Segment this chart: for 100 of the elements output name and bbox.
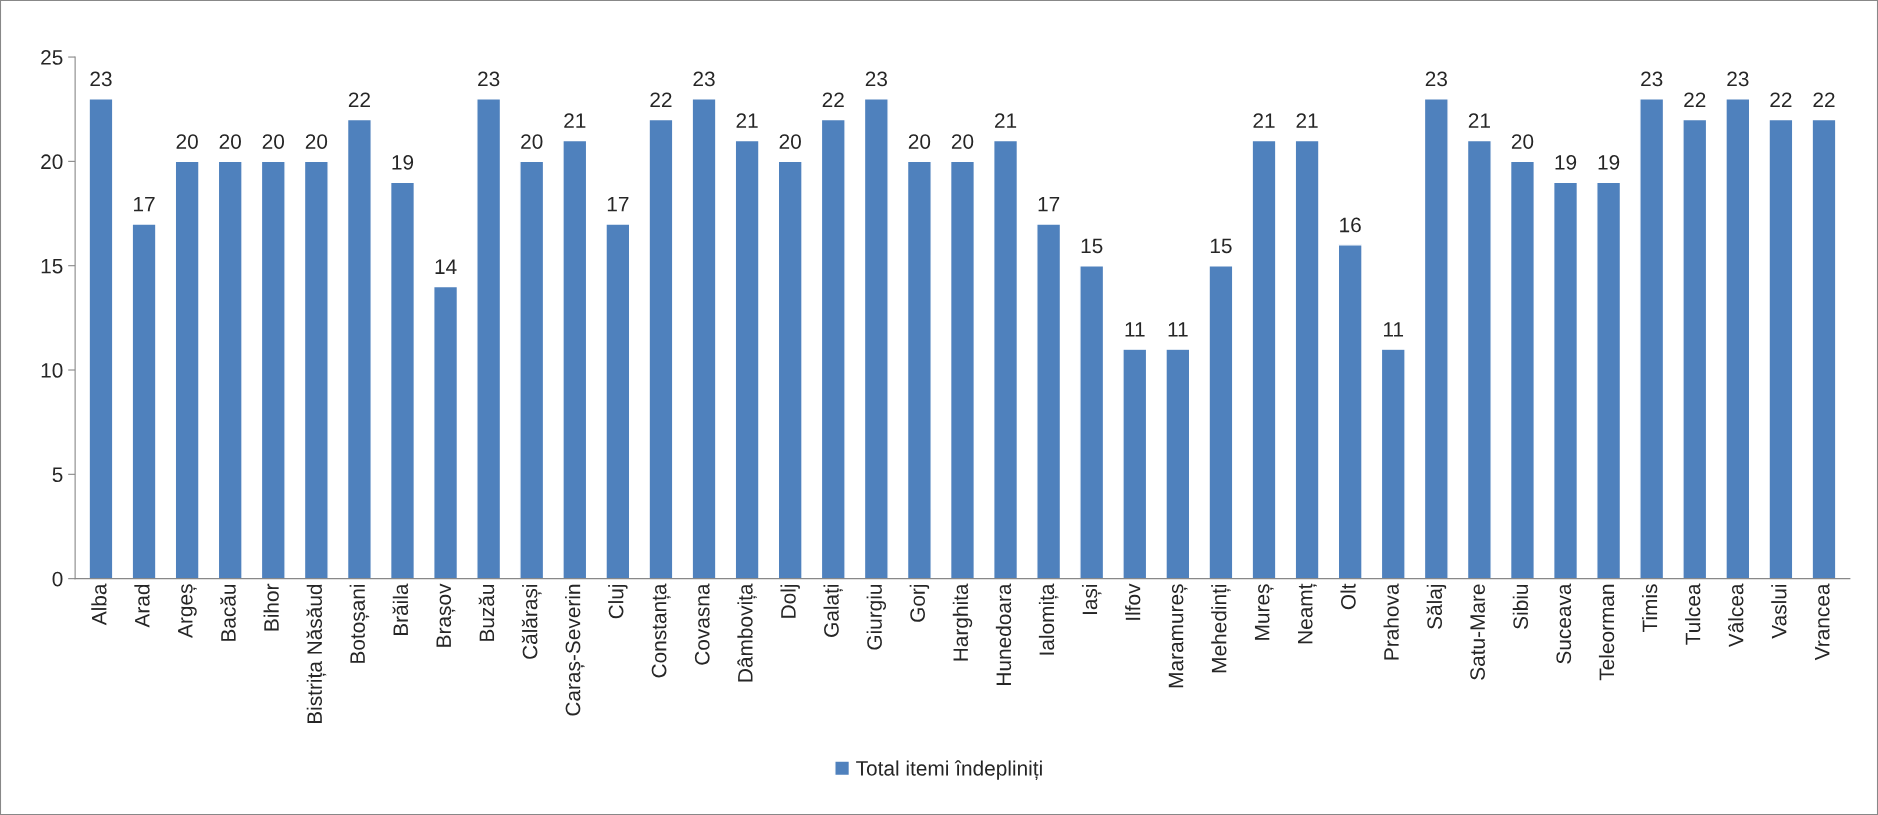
bar bbox=[217, 160, 243, 579]
bar bbox=[88, 98, 114, 579]
data-label: 11 bbox=[1125, 322, 1145, 337]
bar bbox=[433, 285, 459, 579]
legend-label: Total itemi îndepliniți bbox=[856, 760, 1042, 780]
x-tick-label: Hunedoara bbox=[995, 583, 1012, 685]
x-tick-label: Galați bbox=[823, 584, 843, 637]
bar bbox=[777, 160, 803, 579]
x-tick-label: Buzău bbox=[478, 584, 495, 641]
bar bbox=[691, 98, 717, 579]
x-tick-label: Prahova bbox=[1383, 583, 1399, 660]
bar bbox=[1466, 139, 1492, 579]
bar bbox=[949, 160, 976, 579]
bar bbox=[1337, 244, 1363, 579]
data-label: 21 bbox=[564, 113, 586, 128]
bar bbox=[1552, 181, 1579, 579]
data-label: 20 bbox=[521, 134, 543, 149]
data-label: 16 bbox=[1340, 217, 1361, 233]
data-label: 17 bbox=[134, 196, 155, 212]
data-label: 20 bbox=[176, 134, 198, 149]
x-tick-label: Caraș-Severin bbox=[565, 584, 585, 716]
x-tick-label: Bistrița Năsăud bbox=[306, 584, 327, 724]
bar bbox=[906, 160, 932, 579]
x-tick-label: Dâmbovița bbox=[737, 583, 757, 682]
bar bbox=[1251, 139, 1277, 579]
data-label: 22 bbox=[1770, 92, 1792, 107]
data-label: 21 bbox=[736, 113, 758, 128]
x-tick-label: Dolj bbox=[780, 584, 800, 618]
data-label: 20 bbox=[951, 134, 974, 149]
x-tick-label: Alba bbox=[91, 583, 107, 626]
x-tick-label: Mureș bbox=[1254, 584, 1274, 640]
bar bbox=[648, 118, 674, 579]
x-tick-label: Ialomița bbox=[1038, 583, 1059, 655]
y-tick-label: 0 bbox=[52, 571, 63, 587]
x-tick-label: Constanța bbox=[651, 583, 671, 678]
bar bbox=[131, 223, 157, 579]
data-label: 22 bbox=[348, 92, 370, 107]
bar bbox=[1725, 98, 1751, 579]
data-label: 20 bbox=[1511, 134, 1534, 149]
data-label: 22 bbox=[1684, 92, 1706, 107]
data-label: 23 bbox=[1727, 71, 1749, 87]
x-tick-label: Tulcea bbox=[1685, 583, 1701, 645]
data-label: 15 bbox=[1210, 238, 1232, 254]
y-tick-label: 15 bbox=[41, 258, 63, 274]
data-label: 20 bbox=[219, 134, 241, 149]
data-label: 19 bbox=[1555, 155, 1577, 170]
data-label: 20 bbox=[779, 134, 801, 149]
data-label: 22 bbox=[650, 92, 672, 107]
data-label: 11 bbox=[1168, 322, 1188, 337]
x-tick-label: Brașov bbox=[436, 583, 456, 647]
bar bbox=[734, 139, 760, 579]
data-label: 15 bbox=[1081, 238, 1103, 254]
x-tick-label: Sibiu bbox=[1512, 584, 1529, 629]
data-label: 19 bbox=[1598, 155, 1620, 170]
bar bbox=[1768, 118, 1794, 579]
bar bbox=[303, 160, 329, 579]
x-tick-label: Vrancea bbox=[1815, 583, 1830, 661]
x-tick-label: Harghita bbox=[952, 583, 973, 661]
data-label: 21 bbox=[1296, 113, 1318, 128]
x-tick-label: Iași bbox=[1081, 584, 1102, 615]
data-label: 20 bbox=[262, 134, 285, 149]
x-tick-label: Bihor bbox=[263, 583, 279, 631]
bar bbox=[389, 181, 416, 579]
x-tick-label: Olt bbox=[1340, 583, 1356, 610]
data-label: 22 bbox=[822, 92, 844, 107]
x-tick-label: Ilfov bbox=[1125, 583, 1141, 620]
bar bbox=[346, 118, 372, 579]
bar bbox=[562, 139, 588, 579]
bar bbox=[1294, 139, 1320, 579]
bar bbox=[1036, 223, 1062, 579]
bar bbox=[260, 160, 286, 579]
bar bbox=[174, 160, 200, 579]
y-tick-label: 20 bbox=[41, 154, 63, 170]
bar bbox=[519, 160, 545, 579]
bar bbox=[1423, 98, 1449, 579]
data-label: 21 bbox=[995, 113, 1017, 128]
bar bbox=[1122, 348, 1148, 579]
x-tick-label: Călărași bbox=[521, 584, 542, 659]
x-tick-label: Bacău bbox=[220, 584, 236, 641]
data-label: 19 bbox=[392, 155, 414, 170]
x-tick-label: Sălaj bbox=[1426, 584, 1447, 629]
y-tick-label: 25 bbox=[41, 50, 63, 65]
x-tick-label: Maramureș bbox=[1168, 584, 1188, 688]
x-tick-label: Vâlcea bbox=[1728, 583, 1744, 648]
bar bbox=[863, 98, 889, 579]
data-label: 11 bbox=[1384, 322, 1404, 337]
x-tick-label: Arad bbox=[134, 584, 150, 628]
x-tick-label: Mehedinți bbox=[1211, 584, 1231, 673]
bar bbox=[1596, 181, 1622, 579]
x-tick-label: Suceava bbox=[1556, 583, 1572, 664]
data-label: 21 bbox=[1253, 113, 1275, 128]
data-label: 20 bbox=[908, 134, 931, 149]
x-tick-label: Giurgiu bbox=[866, 584, 887, 650]
bar bbox=[1682, 118, 1708, 579]
x-tick-label: Covasna bbox=[694, 583, 710, 665]
bar bbox=[605, 223, 631, 579]
x-tick-label: Satu-Mare bbox=[1470, 584, 1485, 680]
x-tick-label: Botoșani bbox=[349, 584, 370, 663]
data-label: 23 bbox=[693, 71, 715, 87]
x-tick-label: Neamț bbox=[1298, 583, 1317, 644]
